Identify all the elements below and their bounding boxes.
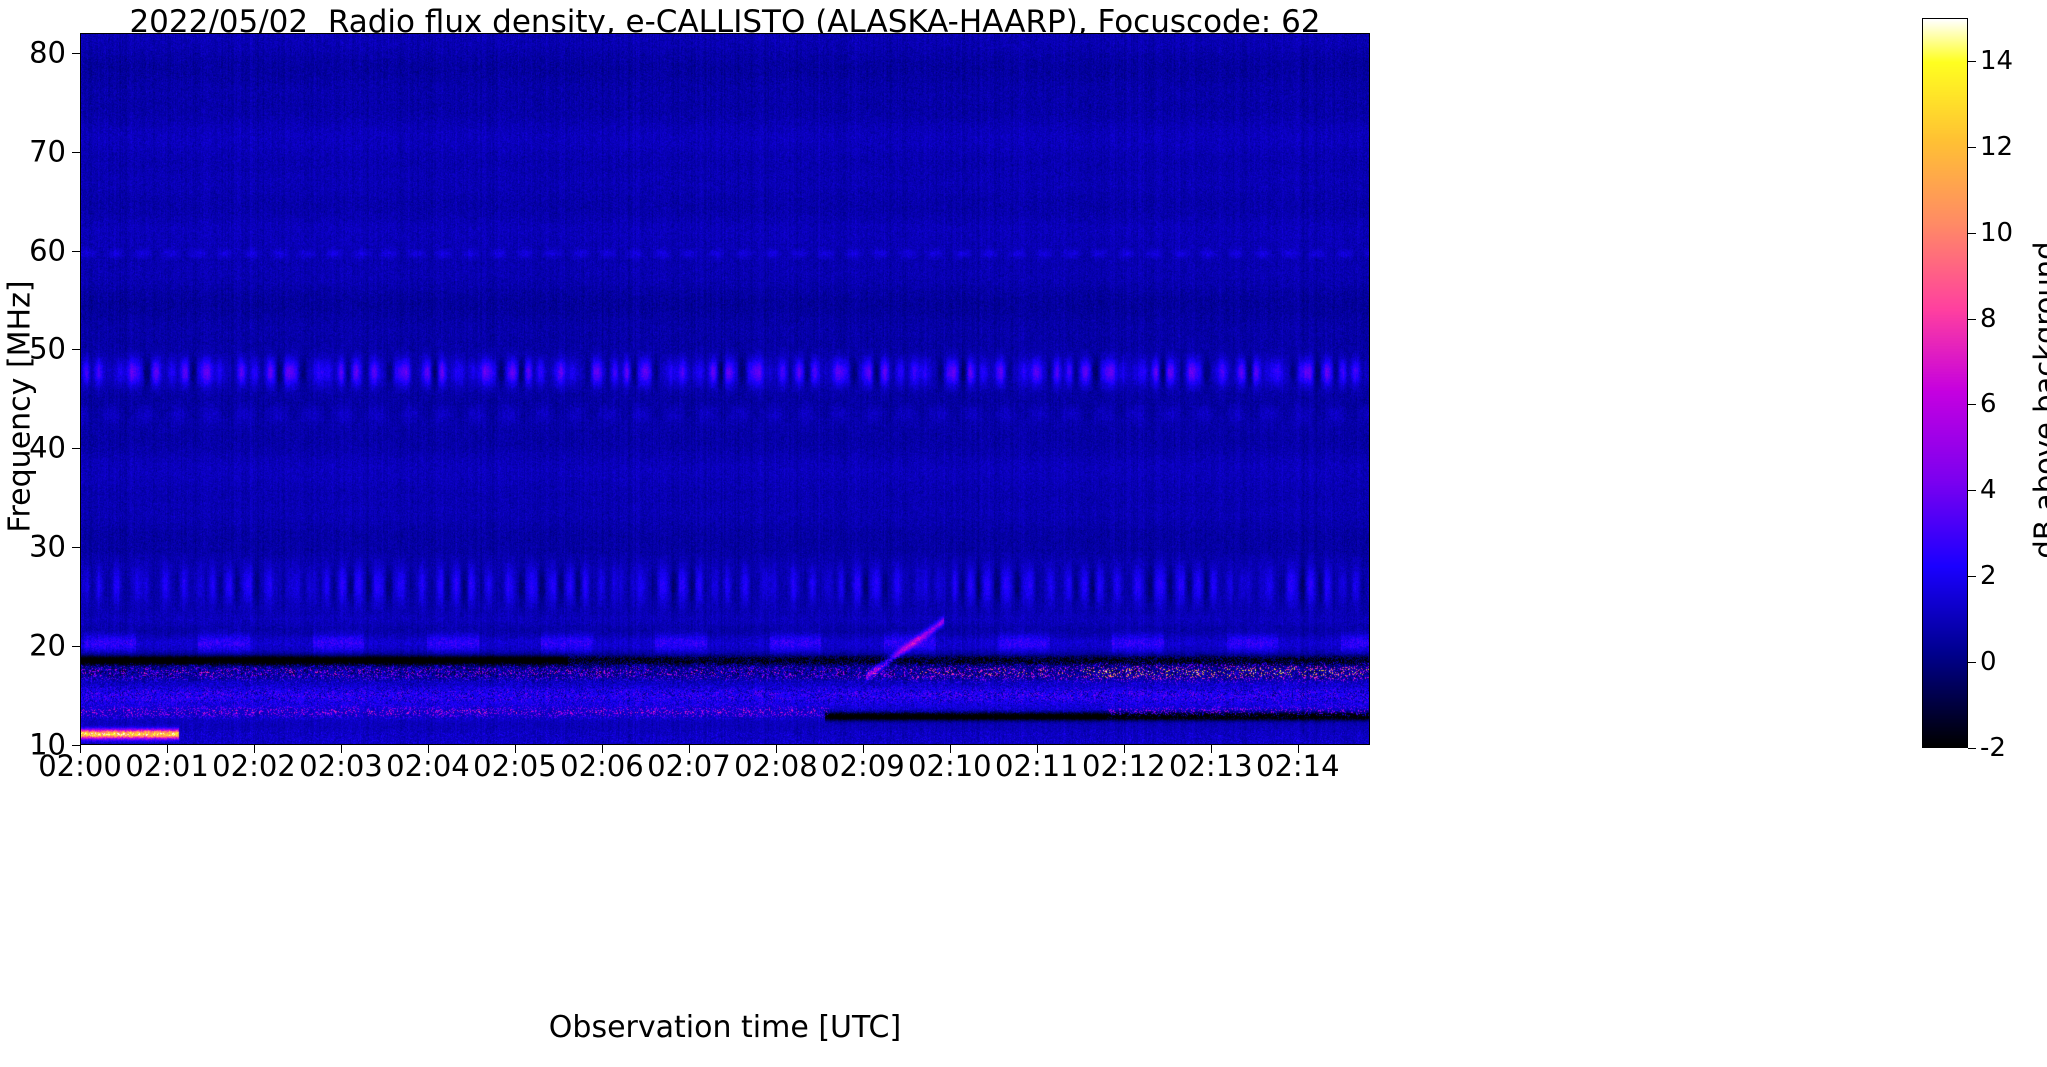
colorbar-tick-label: 0 [1980,647,1997,678]
y-tick-label: 40 [29,430,66,465]
colorbar-tick-label: 4 [1980,475,1997,506]
x-tick-mark [1298,745,1299,753]
y-tick-label: 30 [29,529,66,564]
y-tick-label: 80 [29,35,66,70]
x-tick-mark [776,745,777,753]
colorbar-tick-mark [1968,662,1976,663]
colorbar-tick-mark [1968,748,1976,749]
colorbar-tick-mark [1968,61,1976,62]
x-tick-label: 02:03 [299,749,383,783]
colorbar-tick-mark [1968,147,1976,148]
x-tick-mark [1037,745,1038,753]
x-tick-mark [254,745,255,753]
colorbar-tick-label: 2 [1980,561,1997,592]
y-axis-ticklabels: 80 70 60 50 40 30 20 10 [0,0,80,1067]
colorbar-tick-mark [1968,319,1976,320]
x-tick-label: 02:04 [386,749,470,783]
colorbar-gradient [1923,19,1967,747]
colorbar[interactable] [1922,18,1968,748]
y-tick-mark [72,646,80,647]
y-tick-mark [72,745,80,746]
x-tick-mark [1124,745,1125,753]
y-tick-label: 70 [29,134,66,169]
spectrogram-heatmap[interactable] [81,34,1369,744]
x-tick-label: 02:08 [734,749,818,783]
x-tick-mark [428,745,429,753]
x-tick-label: 02:12 [1082,749,1166,783]
x-tick-mark [950,745,951,753]
y-tick-mark [72,448,80,449]
x-tick-mark [1211,745,1212,753]
colorbar-tick-label: 12 [1980,131,2014,162]
y-tick-label: 10 [29,727,66,762]
y-tick-label: 20 [29,628,66,663]
x-tick-label: 02:00 [38,749,122,783]
x-tick-label: 02:13 [1169,749,1253,783]
y-tick-mark [72,53,80,54]
x-tick-label: 02:05 [473,749,557,783]
x-tick-mark [167,745,168,753]
y-axis-label: Frequency [MHz] [2,280,38,533]
colorbar-tick-label: 6 [1980,389,1997,420]
y-tick-mark [72,349,80,350]
colorbar-tick-mark [1968,233,1976,234]
colorbar-tick-mark [1968,490,1976,491]
x-tick-label: 02:09 [821,749,905,783]
x-tick-mark [602,745,603,753]
y-tick-label: 60 [29,233,66,268]
x-tick-label: 02:01 [125,749,209,783]
x-tick-label: 02:14 [1256,749,1340,783]
x-tick-label: 02:11 [995,749,1079,783]
y-tick-label: 50 [29,331,66,366]
x-tick-mark [515,745,516,753]
x-tick-mark [80,745,81,753]
x-tick-label: 02:07 [647,749,731,783]
colorbar-tick-label: 14 [1980,45,2014,76]
x-tick-label: 02:06 [560,749,644,783]
colorbar-label: dB above background [2028,241,2047,559]
y-tick-mark [72,152,80,153]
spectrogram-axes[interactable] [80,33,1370,745]
x-tick-label: 02:02 [212,749,296,783]
colorbar-tick-mark [1968,404,1976,405]
colorbar-tick-label: -2 [1980,733,2006,763]
colorbar-tick-label: 10 [1980,217,2014,248]
x-tick-mark [341,745,342,753]
y-tick-mark [72,547,80,548]
colorbar-tick-label: 8 [1980,303,1997,334]
x-tick-mark [689,745,690,753]
x-tick-label: 02:10 [908,749,992,783]
y-tick-mark [72,251,80,252]
colorbar-tick-mark [1968,576,1976,577]
x-tick-mark [863,745,864,753]
x-axis-label: Observation time [UTC] [548,1010,902,1045]
